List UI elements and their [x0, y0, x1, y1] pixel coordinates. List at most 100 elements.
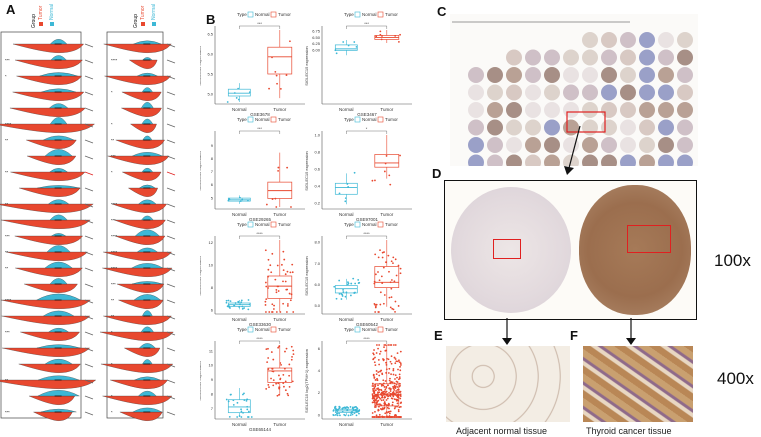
- data-point: [379, 33, 382, 36]
- data-point: [379, 397, 382, 400]
- data-point: [229, 307, 231, 309]
- data-point: [374, 179, 376, 182]
- data-point: [240, 301, 243, 304]
- violin-tumor: [124, 347, 161, 357]
- data-point: [236, 416, 239, 418]
- data-point: [388, 387, 391, 390]
- data-point: [338, 292, 341, 295]
- tissue-core: [487, 119, 503, 136]
- legend-normal: Normal: [362, 12, 377, 17]
- data-point: [386, 384, 389, 387]
- legend-tumor: Tumor: [385, 117, 398, 122]
- tissue-core: [468, 102, 484, 118]
- data-point: [399, 394, 402, 397]
- data-point: [381, 408, 384, 411]
- data-point: [373, 400, 376, 402]
- data-point: [389, 183, 392, 186]
- tissue-core: [601, 102, 617, 118]
- violin-tumor: [102, 267, 173, 277]
- tissue-core: [544, 49, 560, 66]
- data-point: [284, 380, 287, 383]
- violin-normal: [141, 118, 154, 125]
- significance-mark: *: [111, 394, 113, 399]
- gene-label: [166, 267, 176, 272]
- violin-normal: [142, 359, 153, 365]
- data-point: [286, 305, 289, 307]
- violin-normal: [50, 39, 68, 45]
- data-point: [377, 347, 379, 350]
- violin-normal: [132, 152, 163, 157]
- data-point: [267, 275, 269, 278]
- tumor-tissue-core-100x: [579, 185, 691, 315]
- violin-normal: [142, 310, 153, 317]
- data-point: [374, 389, 377, 392]
- violin-tumor: [12, 91, 85, 101]
- data-point: [347, 185, 350, 188]
- data-point: [390, 296, 393, 298]
- tissue-core: [677, 137, 693, 153]
- data-point: [337, 408, 339, 411]
- x-tick-label: Tumor: [380, 212, 393, 217]
- gene-label: [166, 59, 176, 64]
- y-tick-label: 8.0: [314, 240, 320, 245]
- data-point: [397, 409, 400, 411]
- legend-swatch-normal: [152, 22, 156, 26]
- data-point: [338, 279, 341, 282]
- dataset-label: GSE29265: [249, 217, 272, 222]
- legend-normal: Normal: [255, 12, 270, 17]
- violin-tumor: [114, 219, 166, 229]
- data-point: [292, 311, 295, 313]
- data-point: [355, 409, 358, 412]
- data-point: [268, 386, 270, 389]
- data-point: [382, 358, 385, 361]
- tissue-core: [639, 154, 655, 166]
- violin-normal: [141, 168, 153, 173]
- data-point: [283, 385, 285, 388]
- legend-swatch-normal: [50, 22, 54, 26]
- data-point: [389, 360, 392, 363]
- data-point: [392, 308, 395, 311]
- tissue-100x-frame: [444, 180, 697, 320]
- data-point: [396, 402, 399, 405]
- significance-mark: ****: [111, 58, 118, 63]
- violin-normal: [142, 57, 153, 61]
- data-point: [385, 404, 388, 406]
- legend-tumor: Tumor: [385, 222, 398, 227]
- data-point: [375, 373, 378, 376]
- tissue-core: [582, 84, 598, 101]
- data-point: [278, 387, 281, 390]
- data-point: [271, 370, 274, 373]
- data-point: [271, 303, 274, 306]
- data-point: [240, 410, 243, 413]
- data-point: [388, 410, 391, 413]
- y-tick-label: 6.00: [312, 47, 321, 52]
- data-point: [397, 264, 400, 267]
- significance-mark: ***: [5, 234, 10, 239]
- tissue-core: [544, 84, 560, 101]
- legend-tumor: Tumor: [278, 12, 291, 17]
- violin-normal: [136, 72, 158, 77]
- significance-label: ****: [363, 336, 370, 341]
- data-point: [264, 304, 267, 306]
- data-point: [240, 299, 243, 302]
- violin-normal: [50, 233, 67, 237]
- data-point: [375, 401, 378, 404]
- data-point: [282, 382, 285, 385]
- y-axis-label: SIGLEC15 expression: [200, 361, 202, 401]
- data-point: [374, 416, 376, 418]
- tissue-core: [487, 67, 503, 83]
- significance-mark: **: [5, 266, 9, 271]
- data-point: [345, 291, 348, 294]
- violin-tumor: [103, 251, 172, 261]
- data-point: [382, 266, 385, 269]
- data-point: [275, 291, 278, 294]
- significance-mark: ****: [5, 122, 12, 127]
- data-point: [393, 384, 396, 387]
- data-point: [380, 38, 383, 41]
- data-point: [374, 385, 377, 388]
- x-tick-label: Tumor: [273, 422, 286, 427]
- data-point: [392, 373, 395, 376]
- boxplot-GSE33630: Type Normal Tumor 6 8 10 12 SIGLEC15 expression…: [200, 221, 305, 327]
- data-point: [393, 407, 396, 410]
- data-point: [396, 405, 398, 408]
